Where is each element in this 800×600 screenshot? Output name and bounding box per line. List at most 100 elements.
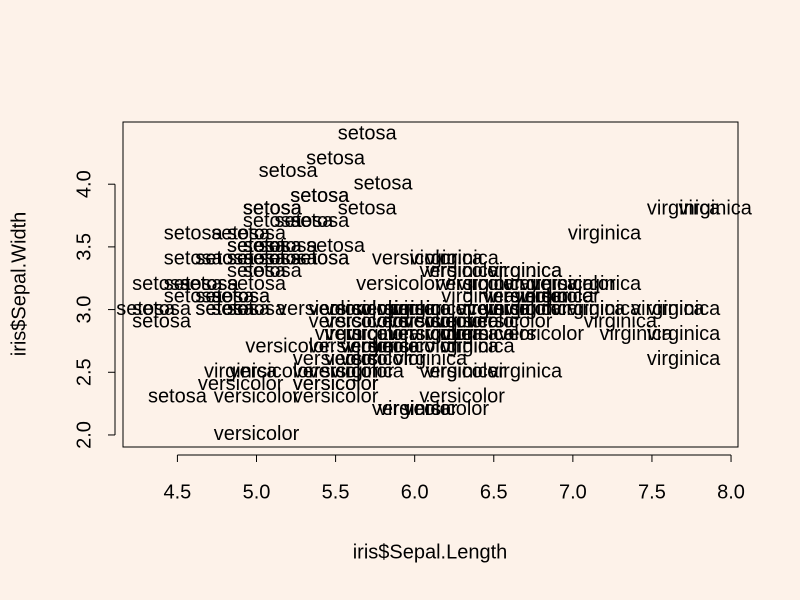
point-label: virginica <box>425 248 499 270</box>
point-label: virginica <box>552 298 626 320</box>
point-label: versicolor <box>293 386 379 408</box>
point-label: setosa <box>227 273 287 295</box>
point-label: setosa <box>195 248 255 270</box>
point-label: versicolor <box>340 335 426 357</box>
point-label: virginica <box>410 323 484 345</box>
point-label: setosa <box>338 198 398 220</box>
point-label: versicolor <box>324 348 410 370</box>
point-label: setosa <box>132 273 192 295</box>
x-tick-label: 7.5 <box>638 481 666 503</box>
point-label: virginica <box>520 285 594 307</box>
point-label: virginica <box>204 361 278 383</box>
point-label: virginica <box>647 323 721 345</box>
point-label: versicolor <box>214 423 300 445</box>
point-label: setosa <box>211 285 271 307</box>
point-label: versicolor <box>419 361 505 383</box>
point-label: versicolor <box>467 298 553 320</box>
y-tick-label: 2.5 <box>73 358 95 386</box>
point-label: setosa <box>243 248 303 270</box>
point-label: setosa <box>243 260 303 282</box>
x-tick-label: 4.5 <box>164 481 192 503</box>
point-label: setosa <box>227 223 287 245</box>
point-label: setosa <box>227 260 287 282</box>
point-label: setosa <box>227 248 287 270</box>
point-label: setosa <box>243 210 303 232</box>
point-label: virginica <box>568 273 642 295</box>
point-label: virginica <box>489 298 563 320</box>
point-label: virginica <box>425 260 499 282</box>
point-label: versicolor <box>309 298 395 320</box>
point-label: virginica <box>520 273 594 295</box>
point-label: setosa <box>227 235 287 257</box>
point-label: versicolor <box>419 386 505 408</box>
point-label: versicolor <box>214 386 300 408</box>
point-label: versicolor <box>340 348 426 370</box>
x-tick-label: 6.5 <box>480 481 508 503</box>
point-label: versicolor <box>309 335 395 357</box>
point-label: virginica <box>425 323 499 345</box>
point-label: virginica <box>346 335 420 357</box>
point-label: setosa <box>164 285 224 307</box>
point-label: virginica <box>647 298 721 320</box>
point-label: setosa <box>164 273 224 295</box>
point-label: setosa <box>290 185 350 207</box>
point-label: versicolor <box>388 298 474 320</box>
point-label: virginica <box>568 223 642 245</box>
point-label: versicolor <box>530 273 616 295</box>
point-label: versicolor <box>388 310 474 332</box>
point-label: setosa <box>195 298 255 320</box>
point-label: setosa <box>243 198 303 220</box>
point-label: versicolor <box>498 323 584 345</box>
point-label: setosa <box>259 160 319 182</box>
point-label: setosa <box>354 172 414 194</box>
point-label: virginica <box>425 361 499 383</box>
y-tick-label: 4.0 <box>73 170 95 198</box>
point-label: virginica <box>441 335 515 357</box>
plot-box <box>122 121 739 448</box>
point-label: setosa <box>290 248 350 270</box>
point-label: virginica <box>505 298 579 320</box>
y-axis-label: iris$Sepal.Width <box>8 212 30 357</box>
point-label: virginica <box>441 323 515 345</box>
point-label: versicolor <box>514 285 600 307</box>
point-label: virginica <box>489 361 563 383</box>
x-tick-label: 5.0 <box>243 481 271 503</box>
point-label: versicolor <box>324 310 410 332</box>
point-label: virginica <box>441 273 515 295</box>
point-label: setosa <box>243 198 303 220</box>
point-label: virginica <box>599 323 673 345</box>
point-label: versicolor <box>372 335 458 357</box>
point-label: virginica <box>457 298 531 320</box>
point-label: setosa <box>290 210 350 232</box>
point-label: virginica <box>346 323 420 345</box>
point-label: virginica <box>394 348 468 370</box>
point-label: virginica <box>647 198 721 220</box>
point-label: versicolor <box>467 310 553 332</box>
point-label: virginica <box>647 348 721 370</box>
point-label: virginica <box>489 260 563 282</box>
point-label: setosa <box>132 310 192 332</box>
point-label: versicolor <box>324 323 410 345</box>
point-label: versicolor <box>309 310 395 332</box>
point-label: setosa <box>227 235 287 257</box>
y-tick-label: 2.0 <box>73 421 95 449</box>
y-tick-label: 3.0 <box>73 296 95 324</box>
point-label: versicolor <box>372 248 458 270</box>
point-label: virginica <box>410 248 484 270</box>
point-label: virginica <box>346 335 420 357</box>
point-label: virginica <box>394 298 468 320</box>
point-label: virginica <box>489 285 563 307</box>
point-label: setosa <box>211 223 271 245</box>
point-label: setosa <box>243 235 303 257</box>
point-label: virginica <box>378 398 452 420</box>
point-label: setosa <box>274 210 334 232</box>
point-label: setosa <box>259 235 319 257</box>
point-label: versicolor <box>340 335 426 357</box>
point-label: setosa <box>195 248 255 270</box>
point-label: versicolor <box>388 323 474 345</box>
point-label: versicolor <box>356 298 442 320</box>
point-label: versicolor <box>483 285 569 307</box>
point-label: versicolor <box>293 348 379 370</box>
